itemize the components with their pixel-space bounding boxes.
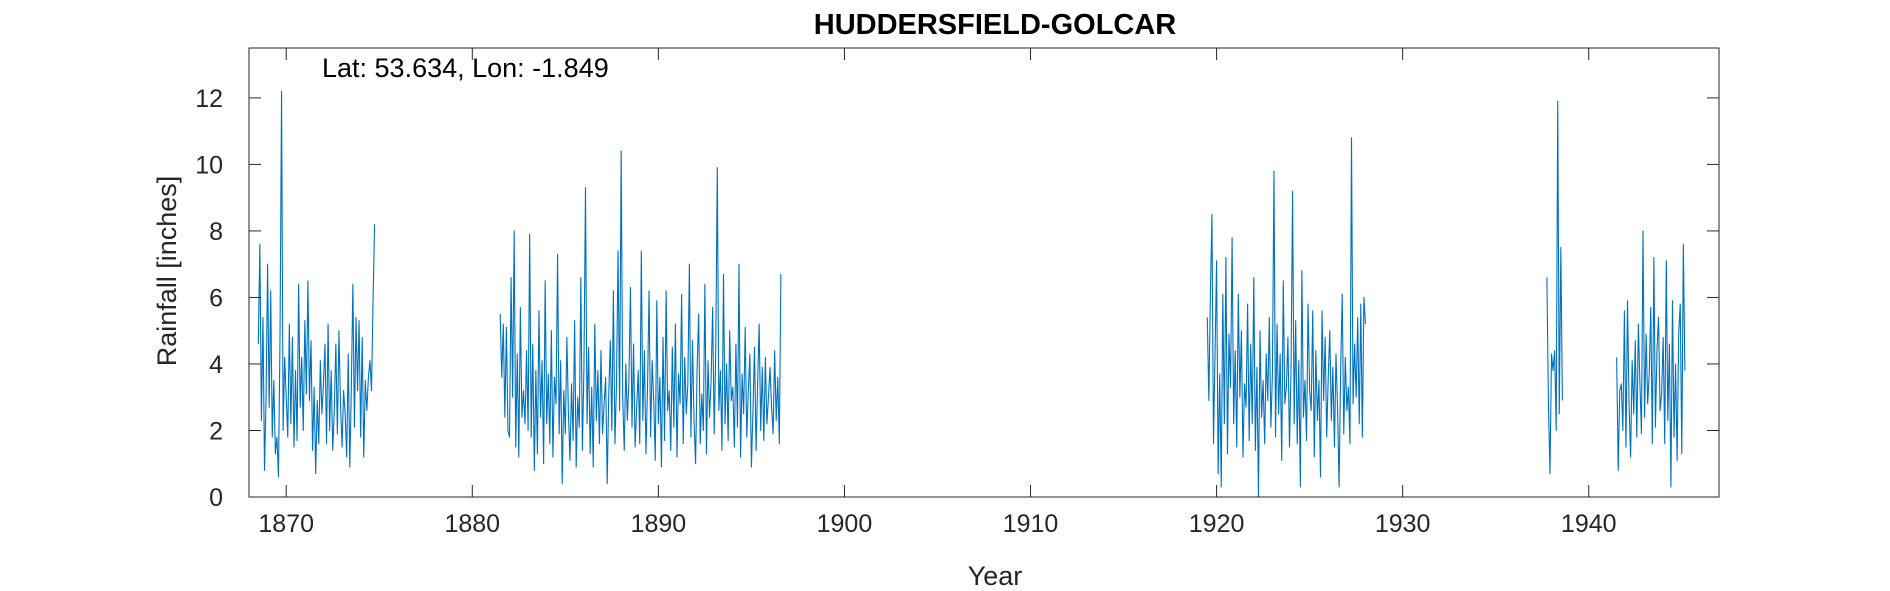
y-axis-title: Rainfall [inches] <box>152 176 182 367</box>
y-tick-label: 10 <box>195 151 223 179</box>
axes-box <box>248 47 1720 498</box>
y-tick-label: 8 <box>209 218 223 246</box>
series-line-segment <box>1206 137 1367 498</box>
y-tick-label: 0 <box>209 484 223 512</box>
x-tick-label: 1880 <box>444 510 500 538</box>
x-tick-label: 1900 <box>817 510 873 538</box>
x-tick-label: 1930 <box>1375 510 1431 538</box>
x-tick-label: 1920 <box>1189 510 1245 538</box>
series-line-segment <box>499 150 782 485</box>
x-tick-label: 1910 <box>1003 510 1059 538</box>
y-tick-label: 12 <box>195 85 223 113</box>
x-tick-label: 1940 <box>1561 510 1617 538</box>
series-line-segment <box>257 90 376 478</box>
x-axis-title: Year <box>968 561 1023 591</box>
y-tick-label: 6 <box>209 284 223 312</box>
location-annotation: Lat: 53.634, Lon: -1.849 <box>322 53 609 83</box>
y-tick-label: 4 <box>209 351 223 379</box>
series-line-segment <box>1616 230 1686 488</box>
x-tick-label: 1890 <box>631 510 687 538</box>
y-tick-label: 2 <box>209 417 223 445</box>
series-line-segment <box>1546 100 1563 475</box>
chart-title: HUDDERSFIELD-GOLCAR <box>814 9 1177 41</box>
x-tick-label: 1870 <box>258 510 314 538</box>
plot-area: 1870 1880 1890 1900 1910 1920 1930 1940 0 2 4 6 8 10 1… <box>195 47 1720 538</box>
